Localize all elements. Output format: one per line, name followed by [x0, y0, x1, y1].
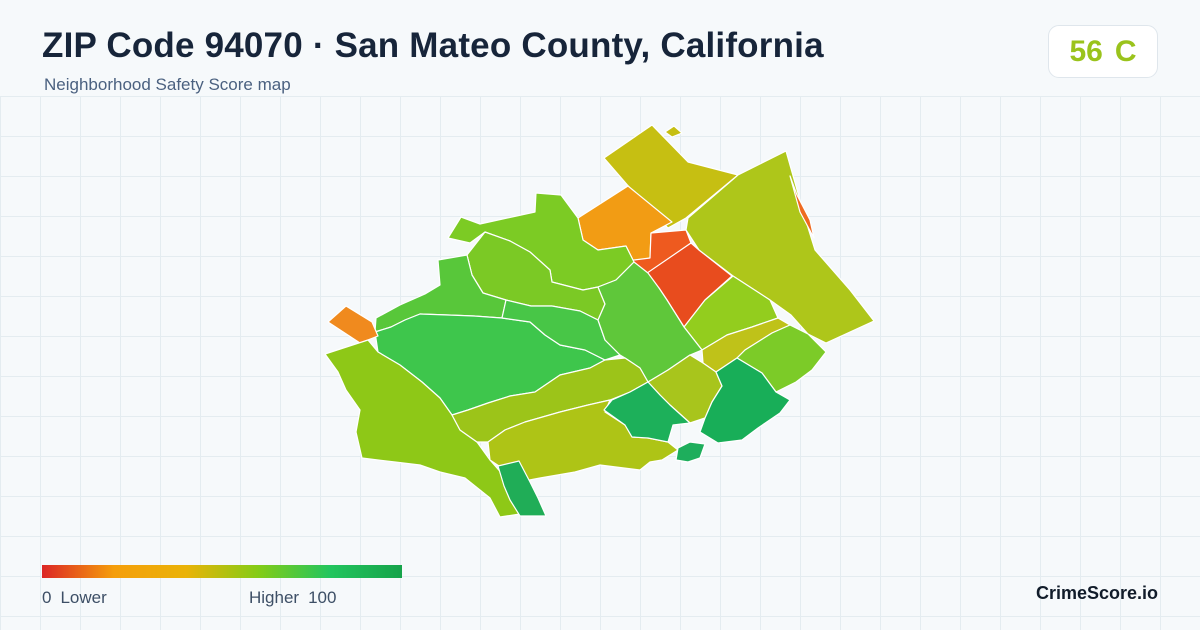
score-badge: 56 C [1048, 25, 1158, 78]
legend-max-label: Higher [249, 588, 300, 607]
map-region-orange-west[interactable] [327, 305, 379, 344]
map-region-east-edge[interactable] [789, 175, 815, 239]
map-region-green-dark-east[interactable] [699, 357, 791, 444]
legend-max-value: 100 [308, 588, 337, 607]
legend-gradient-bar [42, 565, 402, 578]
map-region-northwest-notch[interactable] [664, 125, 683, 138]
legend-min: 0 Lower [42, 588, 107, 608]
score-grade: C [1114, 34, 1137, 68]
page-subtitle: Neighborhood Safety Score map [44, 75, 291, 94]
map-region-green-bottom[interactable] [497, 460, 547, 517]
map-region-green-small-south[interactable] [675, 441, 706, 463]
legend-min-value: 0 [42, 588, 52, 607]
map-region-east-strip[interactable] [685, 150, 875, 344]
score-value: 56 [1069, 34, 1103, 68]
brand-logo[interactable]: CrimeScore.io [1036, 583, 1159, 603]
legend-min-label: Lower [60, 588, 107, 607]
page-title: ZIP Code 94070 · San Mateo County, Calif… [42, 26, 824, 65]
legend-max: Higher 100 [249, 588, 336, 608]
map-region-southwest-large[interactable] [324, 339, 521, 518]
map-region-green-dark-center[interactable] [603, 381, 691, 443]
